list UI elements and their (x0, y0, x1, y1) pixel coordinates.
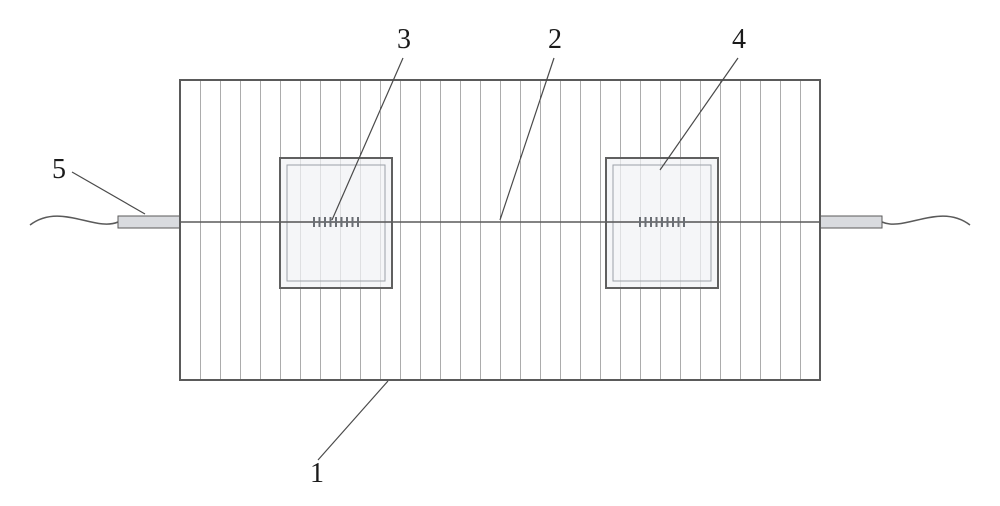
callout-label-1: 1 (310, 458, 324, 489)
callout-label-2: 2 (548, 24, 562, 55)
callout-line-5 (72, 172, 145, 214)
callout-label-4: 4 (732, 24, 746, 55)
callout-label-5: 5 (52, 154, 66, 185)
callout-label-3: 3 (397, 24, 411, 55)
callout-line-1 (318, 381, 388, 460)
diagram: 1 2 3 4 5 (0, 0, 1000, 506)
substrate-fill (180, 80, 820, 380)
